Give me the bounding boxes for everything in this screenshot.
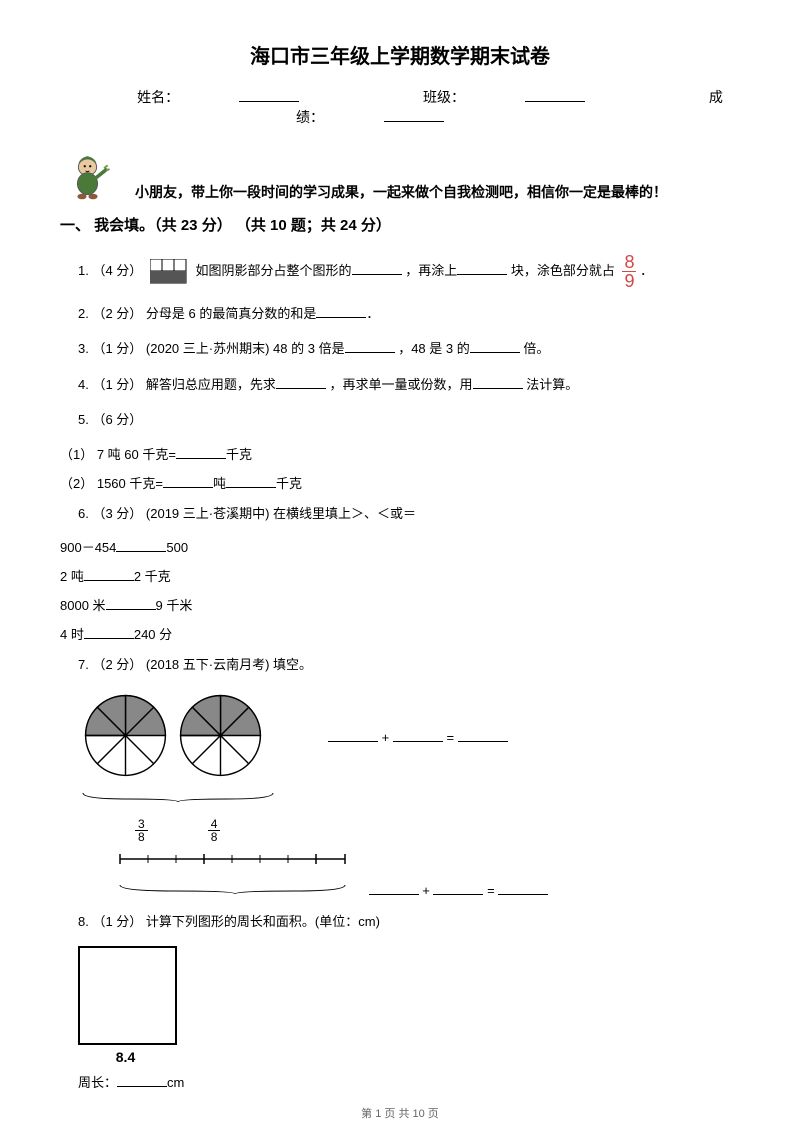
question-1: 1. （4 分） 如图阴影部分占整个图形的 ，再涂上 块，涂色部分就占 8 9 … (60, 253, 740, 290)
square-label: 8.4 (78, 1049, 173, 1065)
intro-text: 小朋友，带上你一段时间的学习成果，一起来做个自我检测吧，相信你一定是最棒的！ (135, 182, 667, 202)
brace-icon-1 (78, 791, 278, 803)
question-5-2: （2） 1560 千克=吨千克 (60, 473, 740, 492)
q7-eq1-blank-2[interactable] (393, 727, 443, 742)
fraction-3-8: 38 (135, 818, 148, 843)
square-box (78, 946, 177, 1045)
question-6-3: 8000 米9 千米 (60, 595, 740, 614)
q8-peri-blank[interactable] (117, 1072, 167, 1087)
score-blank[interactable] (384, 107, 444, 122)
question-8-perimeter: 周长：cm (60, 1071, 740, 1094)
question-3: 3. （1 分） (2020 三上·苏州期末) 48 的 3 倍是 ，48 是 … (60, 337, 740, 360)
pie-charts-row: + = (60, 688, 740, 783)
square-figure: 8.4 (60, 946, 740, 1065)
fraction-8-9: 8 9 (622, 253, 636, 290)
q6-3-blank[interactable] (106, 595, 156, 610)
class-blank[interactable] (525, 87, 585, 102)
numline-brace-row: + = (60, 880, 740, 898)
q6-4-blank[interactable] (84, 624, 134, 639)
question-6-2: 2 吨2 千克 (60, 566, 740, 585)
question-5-1: （1） 7 吨 60 千克=千克 (60, 444, 740, 463)
q7-eq2-blank-3[interactable] (498, 880, 548, 895)
question-8: 8. （1 分） 计算下列图形的周长和面积。(单位：cm) (60, 910, 740, 933)
section-1-header: 一、 我会填。（共 23 分） （共 10 题；共 24 分） (60, 214, 740, 235)
exam-title: 海口市三年级上学期数学期末试卷 (60, 40, 740, 69)
q5-2-blank-2[interactable] (226, 473, 276, 488)
question-7: 7. （2 分） (2018 五下·云南月考) 填空。 (60, 653, 740, 676)
q4-blank-1[interactable] (276, 374, 326, 389)
q7-eq2-blank-1[interactable] (369, 880, 419, 895)
question-6: 6. （3 分） (2019 三上·苍溪期中) 在横线里填上＞、＜或＝ (60, 502, 740, 525)
q3-blank-2[interactable] (470, 338, 520, 353)
mascot-icon (60, 147, 115, 202)
q7-eq2-blank-2[interactable] (433, 880, 483, 895)
name-blank[interactable] (239, 87, 299, 102)
page-footer: 第 1 页 共 10 页 (0, 1105, 800, 1121)
q6-2-blank[interactable] (84, 566, 134, 581)
q7-eq1-blank-1[interactable] (328, 727, 378, 742)
info-row: 姓名： 班级： 成绩： (60, 87, 740, 127)
q3-blank-1[interactable] (345, 338, 395, 353)
number-line (60, 849, 740, 874)
pie-chart-1 (78, 688, 173, 783)
q1-blank-1[interactable] (352, 260, 402, 275)
q5-2-blank-1[interactable] (163, 473, 213, 488)
q1-blank-2[interactable] (457, 260, 507, 275)
q7-eq-1: + = (328, 727, 508, 745)
name-label: 姓名： (137, 89, 179, 105)
q4-blank-2[interactable] (473, 374, 523, 389)
question-2: 2. （2 分） 分母是 6 的最简真分数的和是． (60, 302, 740, 325)
q7-eq-2: + = (369, 883, 549, 898)
pie-chart-2 (173, 688, 268, 783)
question-4: 4. （1 分） 解答归总应用题，先求 ，再求单一量或份数，用 法计算。 (60, 373, 740, 396)
question-6-1: 900－454500 (60, 537, 740, 556)
number-line-icon (115, 849, 355, 869)
question-5: 5. （6 分） (60, 408, 740, 431)
grid-shading-icon (150, 259, 188, 285)
pie-brace-row (60, 791, 740, 806)
q7-eq1-blank-3[interactable] (458, 727, 508, 742)
fraction-4-8: 48 (208, 818, 221, 843)
class-label: 班级： (423, 89, 465, 105)
question-6-4: 4 时240 分 (60, 624, 740, 643)
q6-1-blank[interactable] (116, 537, 166, 552)
number-line-labels: 38 48 (60, 818, 740, 843)
q5-1-blank[interactable] (176, 444, 226, 459)
brace-icon-2 (115, 883, 355, 895)
q2-blank[interactable] (316, 303, 366, 318)
